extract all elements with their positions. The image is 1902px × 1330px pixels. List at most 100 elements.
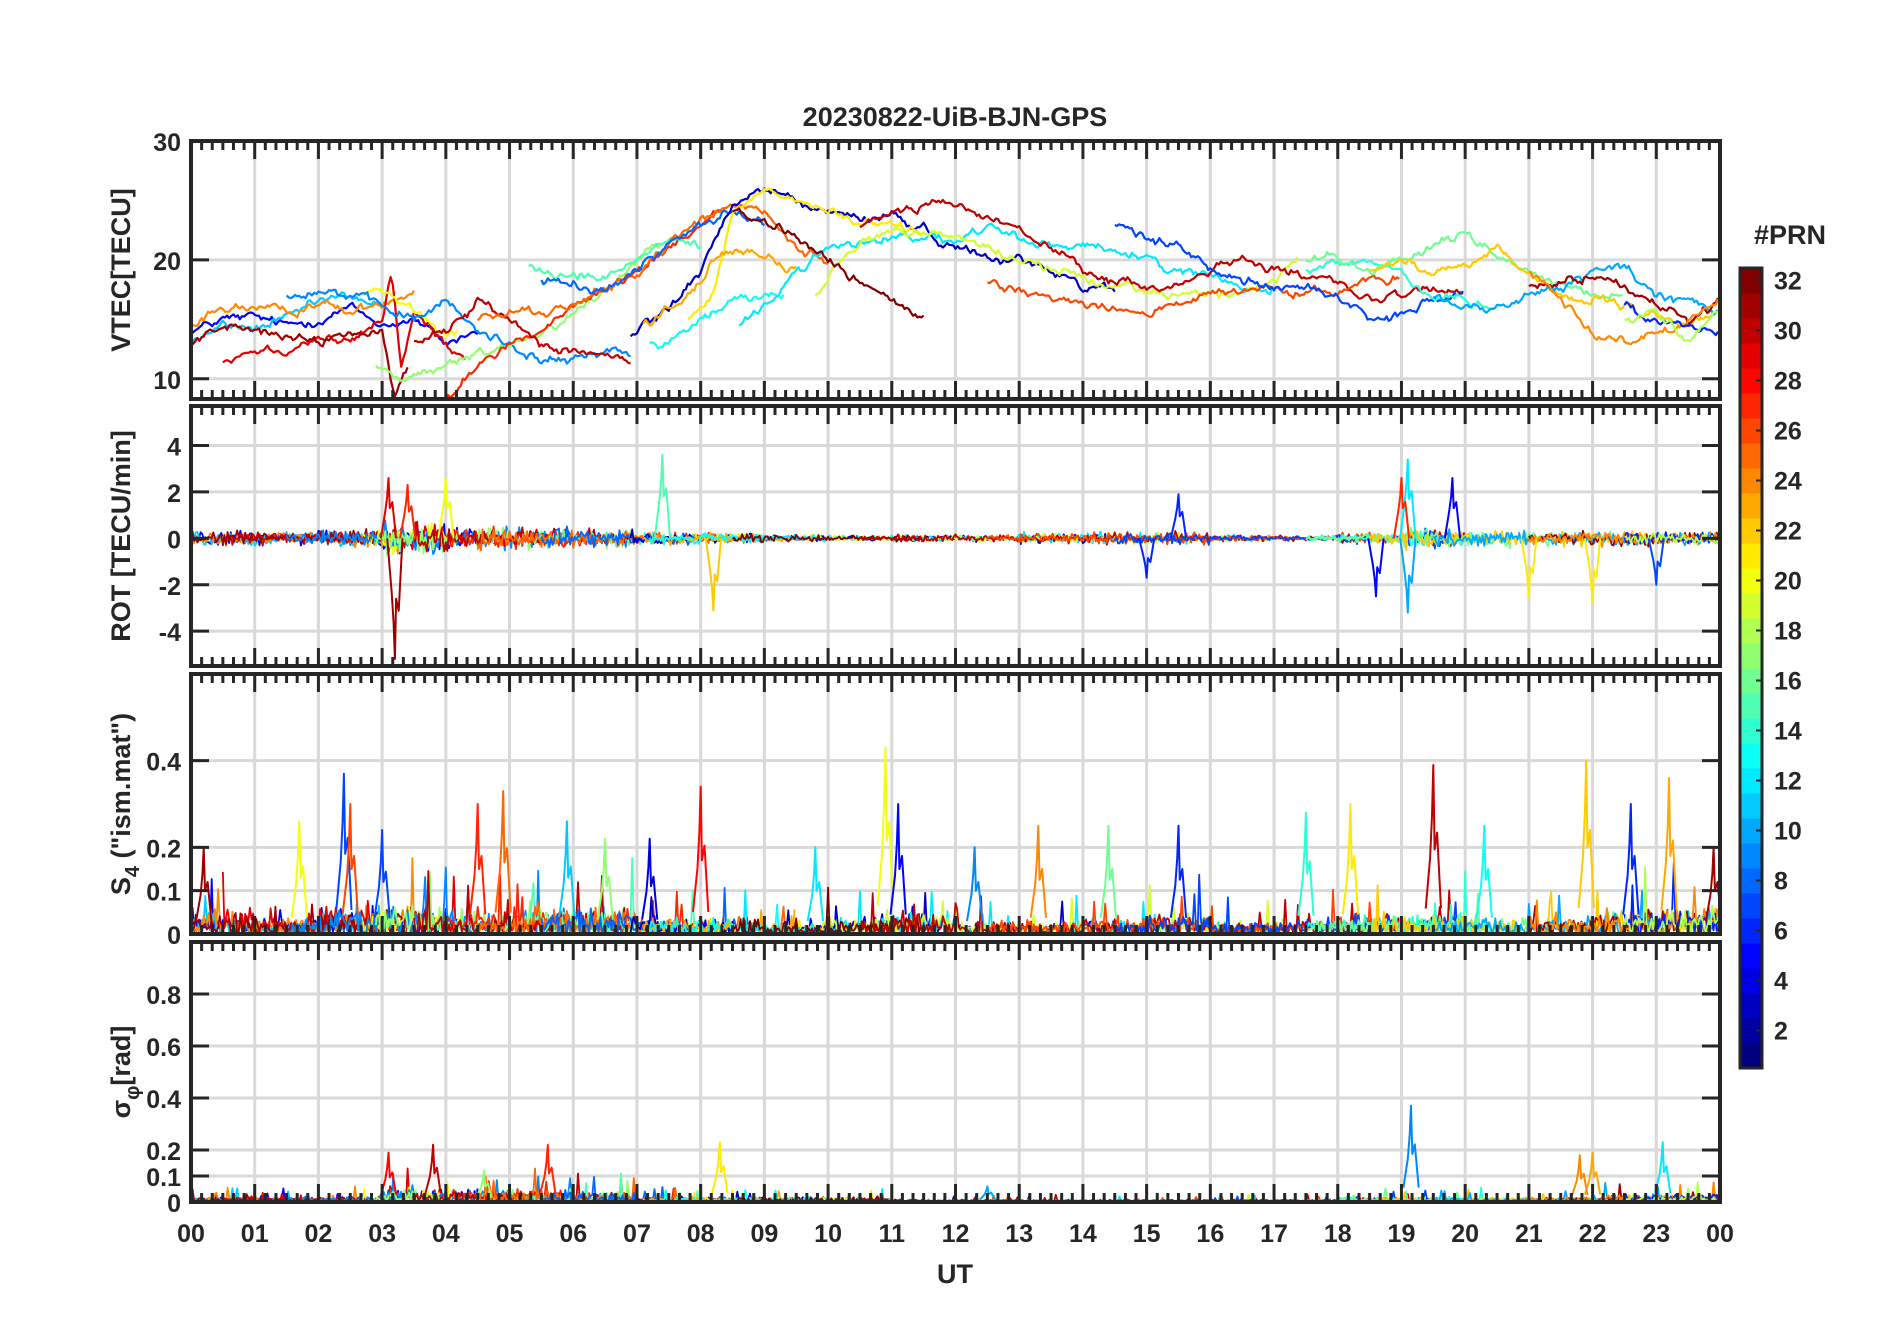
s4-peak-prn-5 (889, 803, 907, 915)
y-tick-label: 0.4 (146, 749, 181, 777)
x-tick-label: 02 (305, 1220, 333, 1248)
colorbar-swatch (1740, 668, 1762, 694)
y-axis-label-rest: [rad] (106, 1026, 136, 1086)
colorbar-swatch (1740, 743, 1762, 769)
vtec-trace-prn-24 (191, 290, 415, 330)
colorbar-swatch (1740, 543, 1762, 569)
colorbar-swatch (1740, 793, 1762, 819)
panel-rot: -4 -2 0 2 4 ROT [TECU/min] (106, 404, 1722, 668)
s4-peak-prn-13 (1475, 824, 1493, 918)
s4-peak-prn-7 (335, 772, 353, 911)
rot-peak-prn-6 (1138, 538, 1156, 579)
sigma-peak-prn-24 (1571, 1154, 1589, 1196)
colorbar-swatch (1740, 1043, 1762, 1069)
rot-peak-prn-15 (653, 453, 672, 539)
s4-peak-prn-27 (469, 803, 487, 915)
y-tick-label: -4 (159, 619, 181, 647)
s4-peak-prn-30 (1424, 764, 1442, 909)
colorbar-tick-label: 6 (1774, 918, 1788, 946)
s4-peak-prn-21 (1341, 803, 1360, 915)
sigma-peak-prn-9 (1402, 1104, 1420, 1188)
vtec-trace-prn-13 (649, 291, 785, 350)
y-tick-label: 2 (167, 480, 181, 508)
x-tick-label: 06 (559, 1220, 587, 1248)
rot-peak-prn-22 (704, 538, 723, 612)
y-tick-label: 0 (167, 1190, 181, 1218)
y-axis-label-subscript: 4 (122, 865, 144, 877)
rot-peak-prn-31 (386, 538, 404, 660)
vtec-trace-prn-7 (1114, 223, 1464, 322)
sigma-peak-prn-21 (711, 1141, 729, 1194)
panel-s4: 00.10.20.4S4 ("ism.mat") (106, 672, 1722, 950)
s4-peak-prn-16 (1099, 824, 1117, 918)
y-tick-label: 0.2 (146, 1138, 181, 1166)
x-tick-label: 15 (1133, 1220, 1161, 1248)
y-axis-label-rest: ("ism.mat") (106, 713, 136, 866)
y-axis-label: σφ[rad] (106, 1026, 144, 1119)
s4-peak-prn-25 (494, 790, 512, 913)
colorbar-swatch (1740, 293, 1762, 319)
colorbar-swatch (1740, 918, 1762, 944)
colorbar-swatch (1740, 1018, 1762, 1044)
y-tick-label: 30 (153, 129, 181, 157)
x-tick-label: 05 (496, 1220, 524, 1248)
colorbar-tick-label: 10 (1774, 818, 1802, 846)
colorbar-tick-label: 16 (1774, 668, 1802, 696)
colorbar-swatch (1740, 993, 1762, 1019)
sigma-peak-prn-12 (1654, 1141, 1672, 1194)
y-tick-label: 0 (167, 526, 181, 554)
x-tick-label: 23 (1642, 1220, 1670, 1248)
colorbar-swatch (1740, 343, 1762, 369)
x-tick-label: 04 (432, 1220, 460, 1248)
x-tick-label: 10 (814, 1220, 842, 1248)
colorbar-swatch (1740, 818, 1762, 844)
y-tick-label: 0.8 (146, 982, 181, 1010)
chart-title: 20230822-UiB-BJN-GPS (803, 102, 1108, 132)
s4-peak-prn-12 (806, 846, 824, 922)
colorbar-swatch (1740, 568, 1762, 594)
vtec-trace-prn-8 (540, 209, 766, 295)
s4-peak-prn-17 (596, 837, 614, 920)
x-tick-label: 01 (241, 1220, 269, 1248)
colorbar-label: #PRN (1754, 220, 1826, 250)
colorbar-swatch (1740, 843, 1762, 869)
rot-peak-prn-6 (1169, 493, 1188, 539)
colorbar-swatch (1740, 968, 1762, 994)
colorbar-tick-label: 2 (1774, 1018, 1788, 1046)
vtec-trace-prn-12 (738, 222, 1273, 327)
s4-trace-prn-13 (648, 903, 783, 934)
y-axis-label: S4 ("ism.mat") (106, 713, 144, 895)
rot-peak-prn-27 (399, 483, 417, 539)
y-axis-label-main: σ (106, 1100, 136, 1118)
s4-peak-prn-24 (1029, 824, 1047, 918)
vtec-trace-prn-21 (687, 187, 925, 321)
y-tick-label: 0 (167, 922, 181, 950)
x-tick-label: 13 (1005, 1220, 1033, 1248)
y-tick-label: 0.1 (146, 879, 181, 907)
s4-peak-prn-22 (1577, 759, 1595, 909)
y-tick-label: 4 (167, 433, 181, 461)
panel-vtec: 10 20 30 VTEC[TECU] (106, 129, 1722, 401)
sigma-peak-prn-28 (379, 1151, 398, 1195)
sigma-peak-prn-10 (978, 1185, 996, 1201)
colorbar-tick-label: 4 (1774, 968, 1788, 996)
colorbar-swatch (1740, 368, 1762, 394)
colorbar-swatch (1740, 393, 1762, 419)
vtec-trace-prn-14 (1305, 258, 1496, 310)
rot-peak-prn-5 (1367, 538, 1385, 598)
colorbar-swatch (1740, 443, 1762, 469)
sigma-peak-prn-30 (424, 1143, 442, 1194)
colorbar-tick-label: 30 (1774, 318, 1802, 346)
colorbar-swatch (1740, 518, 1762, 544)
sigma-peak-prn-17 (475, 1169, 493, 1198)
x-tick-label: 19 (1388, 1220, 1416, 1248)
s4-peak-prn-20 (876, 746, 895, 907)
rot-trace-prn-24 (1528, 531, 1720, 548)
colorbar-tick-label: 14 (1774, 718, 1802, 746)
s4-peak-prn-9 (966, 846, 984, 922)
colorbar-swatch (1740, 493, 1762, 519)
y-axis-label: VTEC[TECU] (106, 188, 136, 352)
vtec-trace-prn-32 (732, 207, 925, 319)
colorbar-swatch (1740, 693, 1762, 719)
